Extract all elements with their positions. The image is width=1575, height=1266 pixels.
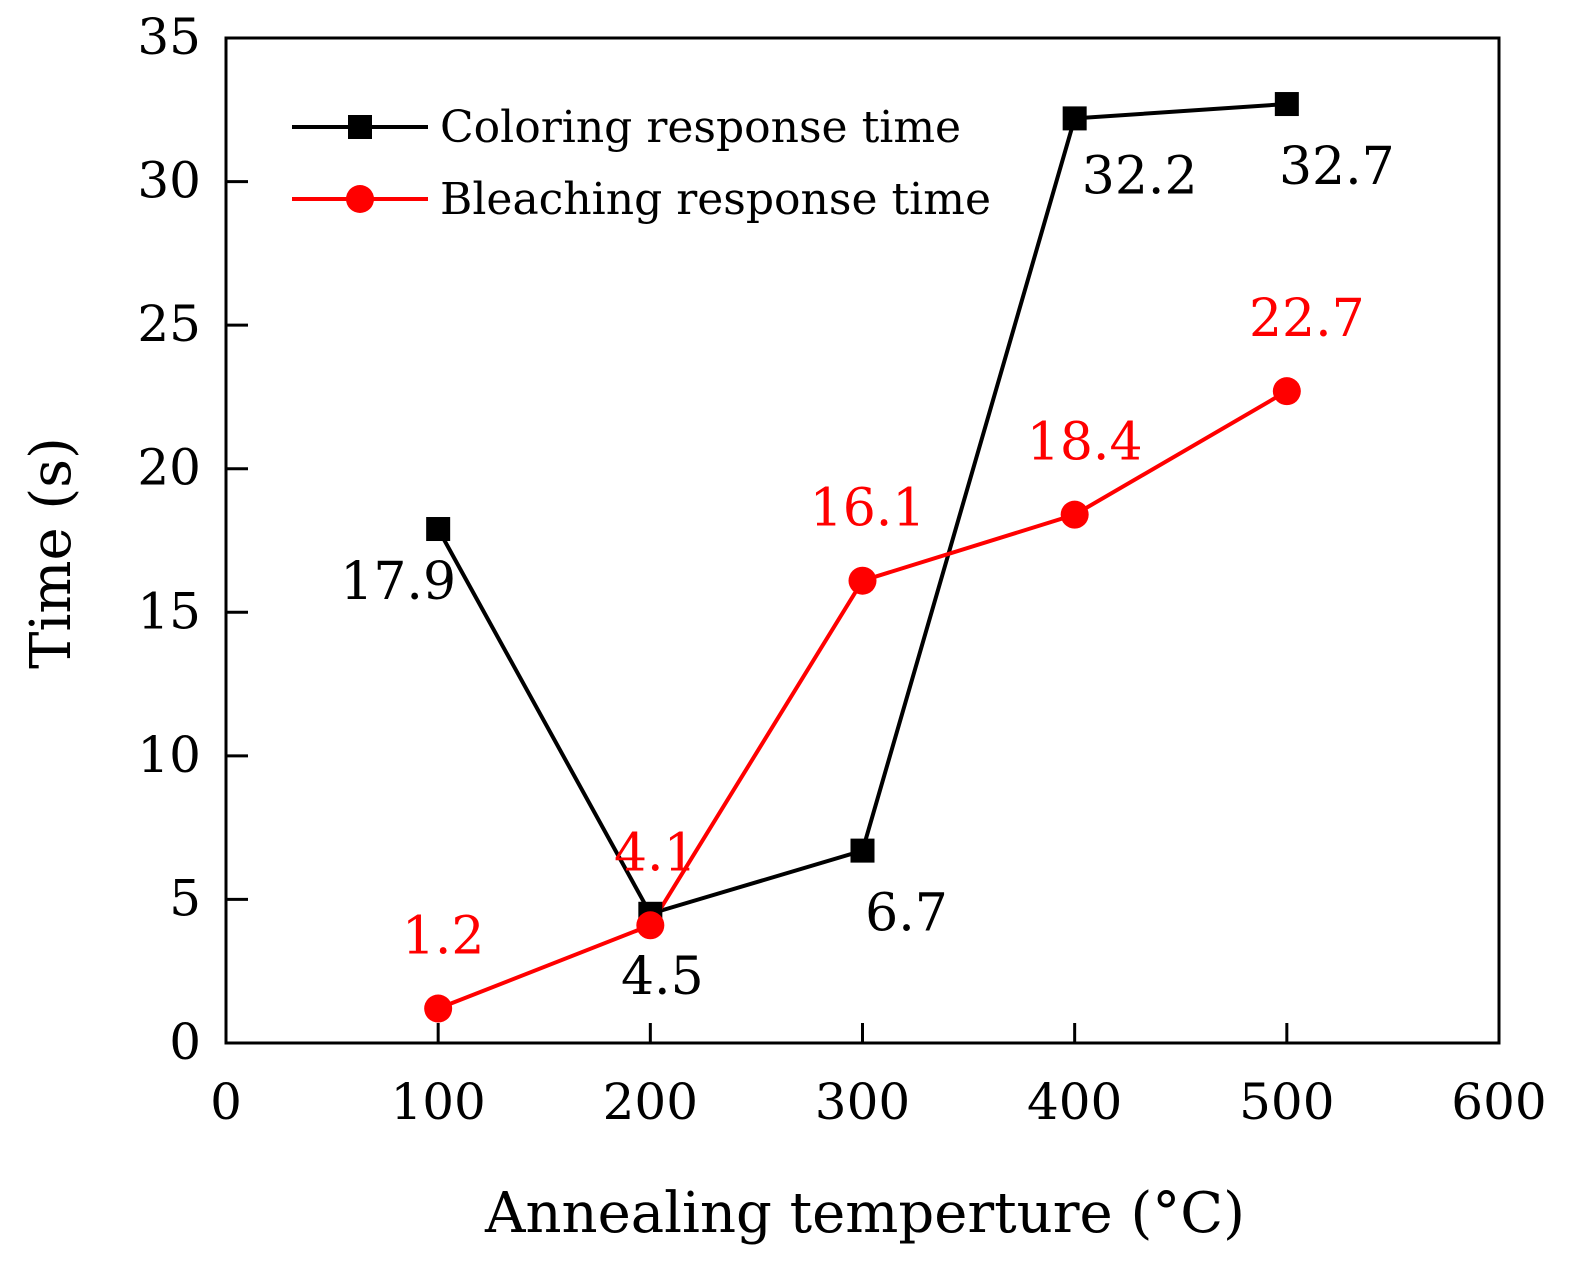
x-tick-label-6: 600 [1451,1073,1546,1131]
y-tick-label-6: 30 [137,152,201,210]
x-axis-title: Annealing temperture (°C) [484,1181,1245,1246]
y-tick-label-0: 0 [169,1013,201,1071]
y-tick-label-3: 15 [137,582,201,640]
coloring-point-3 [1062,106,1087,131]
bleaching-data-label-1: 4.1 [614,823,697,883]
bleaching-data-label-2: 16.1 [810,479,926,539]
y-tick-label-7: 35 [137,8,201,66]
coloring-data-label-0: 17.9 [340,552,456,612]
bleaching-data-label-0: 1.2 [402,907,485,967]
bleaching-point-3 [1060,500,1089,529]
legend-marker-bleaching [346,185,374,213]
bleaching-point-0 [424,994,453,1023]
coloring-data-label-3: 32.2 [1082,146,1198,206]
bleaching-point-2 [848,566,877,595]
x-tick-label-1: 100 [390,1073,485,1131]
y-tick-label-2: 10 [137,726,201,784]
legend-label-bleaching: Bleaching response time [440,174,991,225]
y-axis-title: Time (s) [19,437,84,669]
bleaching-data-label-3: 18.4 [1027,413,1143,473]
y-tick-label-4: 20 [137,439,201,497]
legend-marker-coloring [348,115,372,139]
coloring-data-label-2: 6.7 [865,884,948,944]
x-tick-label-5: 500 [1239,1073,1334,1131]
coloring-point-2 [850,838,875,863]
bleaching-point-1 [636,911,665,940]
coloring-data-label-4: 32.7 [1279,137,1395,197]
coloring-data-label-1: 4.5 [621,947,704,1007]
bleaching-point-4 [1272,377,1301,406]
coloring-point-4 [1274,92,1299,117]
bleaching-data-label-4: 22.7 [1249,289,1365,349]
legend-label-coloring: Coloring response time [440,102,961,153]
x-tick-label-0: 0 [210,1073,242,1131]
x-tick-label-3: 300 [815,1073,910,1131]
y-tick-label-1: 5 [169,869,201,927]
x-tick-label-4: 400 [1027,1073,1122,1131]
y-tick-label-5: 25 [137,295,201,353]
coloring-point-0 [426,517,451,542]
x-tick-label-2: 200 [603,1073,698,1131]
